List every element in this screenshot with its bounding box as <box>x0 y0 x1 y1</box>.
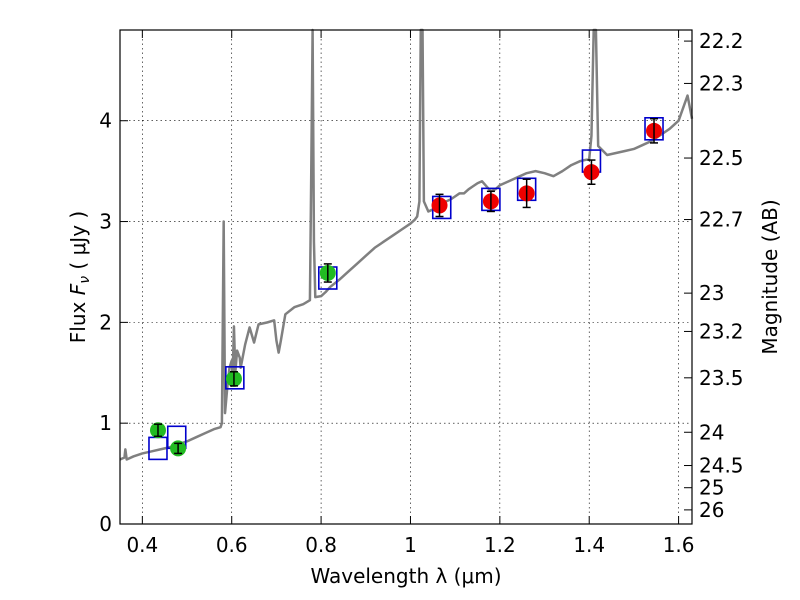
y-tick-label: 4 <box>99 109 112 133</box>
right-tick-label: 25 <box>699 476 724 500</box>
data-point <box>431 193 448 218</box>
data-point <box>482 190 499 213</box>
data-point <box>518 178 535 209</box>
plot-frame <box>119 29 693 525</box>
right-tick-label: 22.3 <box>699 71 744 95</box>
right-tick-label: 26 <box>699 498 724 522</box>
x-axis-label: Wavelength λ (μm) <box>310 564 501 588</box>
model-photometry-box <box>225 366 245 390</box>
data-point <box>583 159 600 185</box>
y-tick-label: 0 <box>99 512 112 536</box>
series-layer <box>119 28 694 461</box>
data-point <box>646 117 663 144</box>
right-tick-label: 22.2 <box>699 29 744 53</box>
y-tick-label: 3 <box>99 210 112 234</box>
right-tick-label: 22.5 <box>699 146 744 170</box>
ticks: 0.4 0.6 0.8 1 1.2 1.4 1.60123422.222.322.522.7… <box>99 29 743 557</box>
right-tick-label: 23 <box>699 281 724 305</box>
data-point <box>225 370 242 387</box>
y-tick-label: 2 <box>99 310 112 334</box>
right-axis-label: Magnitude (AB) <box>758 199 782 354</box>
data-point <box>170 440 187 457</box>
x-tick-label: 1.2 <box>484 533 516 557</box>
x-tick-label: 0.6 <box>216 533 248 557</box>
y-axis-label-subscript: ν <box>77 276 93 284</box>
y-axis-label-symbol: F <box>66 283 90 295</box>
right-tick-label: 22.7 <box>699 208 744 232</box>
right-tick-label: 23.2 <box>699 319 744 343</box>
y-axis-label-prefix: Flux <box>66 295 90 343</box>
sed-model-line-group <box>119 28 694 461</box>
x-tick-label: 1.4 <box>573 533 605 557</box>
right-tick-label: 23.5 <box>699 366 744 390</box>
x-tick-label: 0.4 <box>126 533 158 557</box>
right-tick-label: 24 <box>699 420 724 444</box>
right-tick-label: 24.5 <box>699 454 744 478</box>
y-axis-label-suffix: ( μJy ) <box>66 211 90 276</box>
x-tick-label: 1 <box>404 533 417 557</box>
data-point <box>149 422 166 439</box>
y-axis-label: Flux Fν ( μJy ) <box>66 211 93 343</box>
x-tick-label: 0.8 <box>305 533 337 557</box>
data-point <box>319 263 336 283</box>
sed-model-line <box>119 28 694 461</box>
x-tick-label: 1.6 <box>663 533 695 557</box>
y-tick-label: 1 <box>99 411 112 435</box>
